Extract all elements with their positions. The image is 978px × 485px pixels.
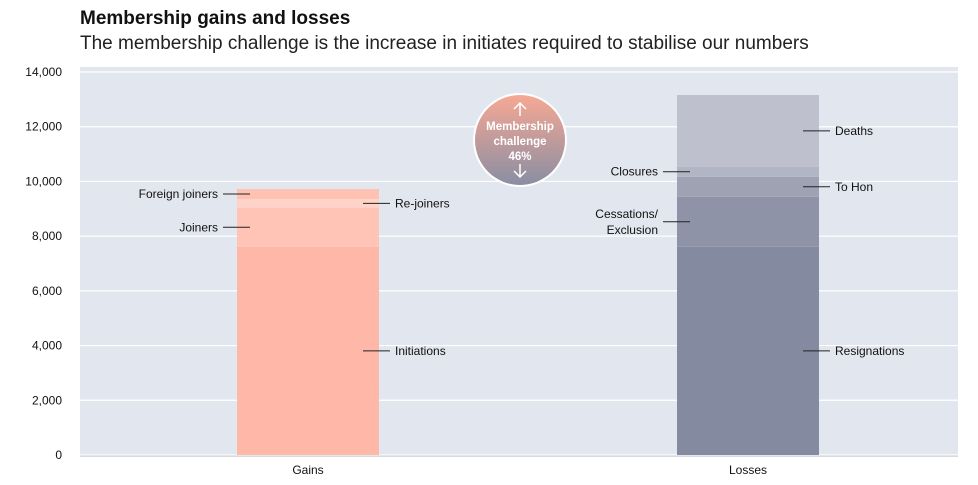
bar-segment [677, 94, 819, 167]
x-tick-label: Losses [729, 463, 767, 477]
annotation-circle [475, 95, 565, 185]
segment-label: To Hon [835, 180, 873, 194]
bar-segment [677, 176, 819, 197]
segment-label: Exclusion [607, 223, 658, 237]
arrow-down-icon [513, 164, 527, 179]
annotation-text: Membership [486, 121, 554, 133]
segment-label: Foreign joiners [139, 187, 218, 201]
bar-segment [677, 166, 819, 177]
bar-segment [237, 246, 379, 455]
bar-segment [677, 246, 819, 455]
chart-subtitle: The membership challenge is the increase… [80, 33, 809, 54]
segment-label: Closures [611, 165, 658, 179]
y-tick-label: 4,000 [32, 339, 62, 353]
segment-label: Joiners [179, 220, 218, 234]
bar-segment [237, 198, 379, 208]
annotation-text: challenge [493, 136, 546, 148]
arrow-up-icon [513, 101, 527, 116]
x-tick-label: Gains [292, 463, 323, 477]
y-tick-label: 14,000 [25, 65, 62, 79]
y-tick-label: 0 [55, 448, 62, 462]
bar-segment [237, 189, 379, 199]
segment-label: Resignations [835, 344, 904, 358]
segment-label: Deaths [835, 124, 873, 138]
segment-label: Initiations [395, 344, 446, 358]
chart-title: Membership gains and losses [80, 8, 351, 29]
bar-segment [237, 207, 379, 247]
y-tick-label: 6,000 [32, 284, 62, 298]
y-tick-label: 12,000 [25, 120, 62, 134]
annotation-text: 46% [508, 151, 531, 163]
segment-label: Cessations/ [595, 207, 658, 221]
segment-label: Re-joiners [395, 196, 450, 210]
y-tick-label: 10,000 [25, 174, 62, 188]
y-tick-label: 8,000 [32, 229, 62, 243]
y-tick-label: 2,000 [32, 393, 62, 407]
bar-segment [677, 196, 819, 247]
